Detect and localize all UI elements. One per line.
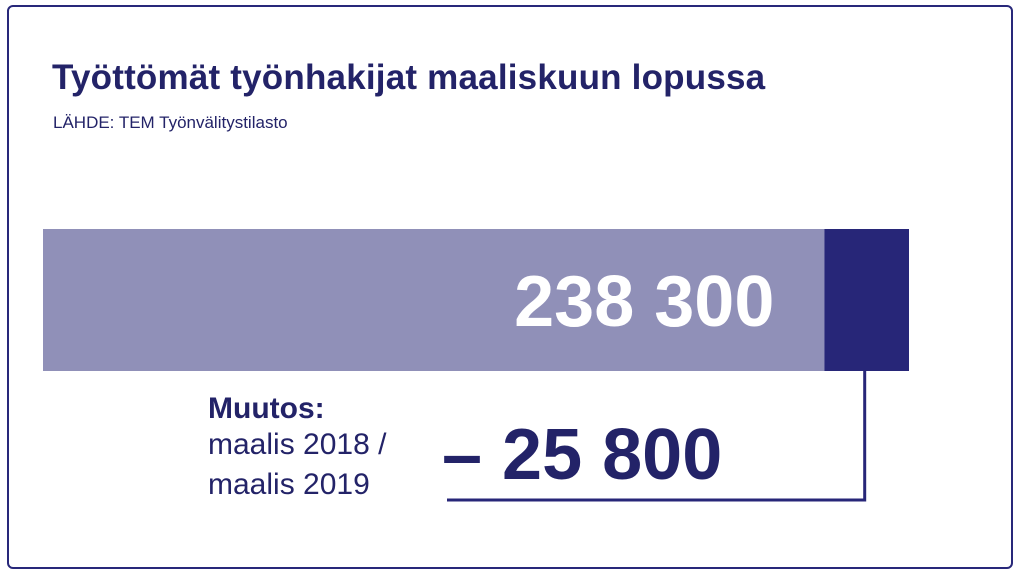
change-heading: Muutos: [208,392,325,425]
chart-title: Työttömät työnhakijat maaliskuun lopussa [52,58,766,97]
bar-current-unemployed [43,229,825,371]
bar-decline-segment [824,229,909,371]
change-period-line1: maalis 2018 / [208,428,387,461]
source-note: LÄHDE: TEM Työnvälitystilasto [53,113,288,132]
change-connector-line [447,371,867,502]
change-period-line2: maalis 2019 [208,468,370,501]
change-value: – 25 800 [442,415,723,495]
bar-current-value-label: 238 300 [514,262,774,342]
